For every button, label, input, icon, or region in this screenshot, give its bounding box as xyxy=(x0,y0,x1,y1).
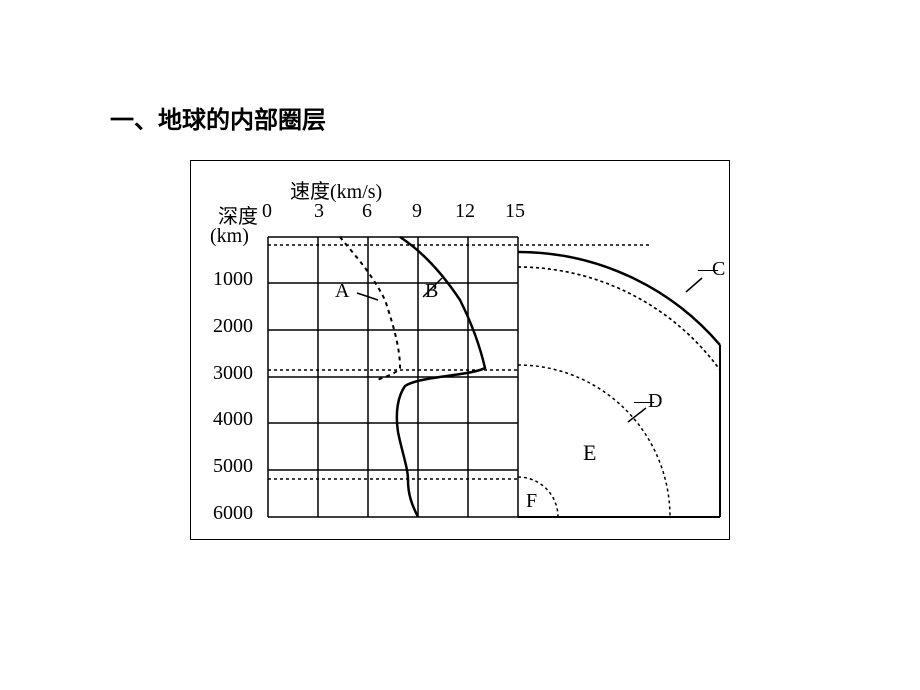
region-e-label: E xyxy=(583,440,596,466)
curve-b-label: B xyxy=(425,280,438,303)
diagram-svg xyxy=(0,0,920,690)
curve-a-label: A xyxy=(335,280,349,303)
leader-c: — xyxy=(698,258,718,281)
region-f-label: F xyxy=(526,490,537,513)
leader-d: — xyxy=(634,390,654,413)
